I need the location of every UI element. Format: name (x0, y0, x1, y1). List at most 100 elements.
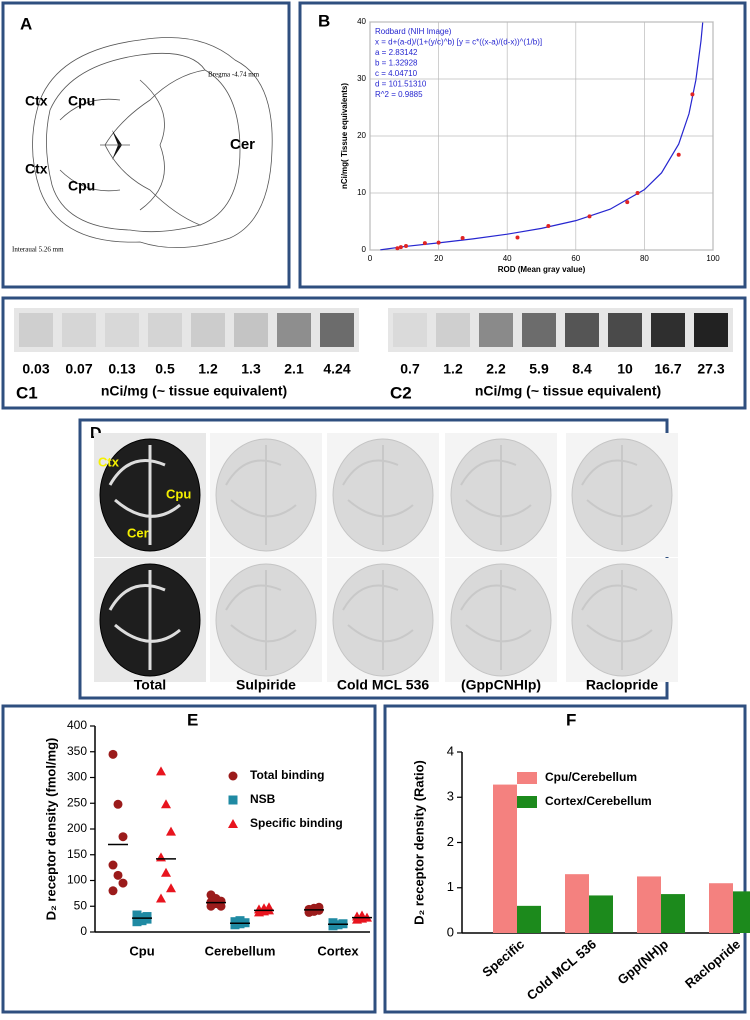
standard-square (522, 313, 556, 347)
strip-unit: nCi/mg (~ tissue equivalent) (101, 383, 287, 399)
standard-value: 10 (617, 361, 633, 377)
fit-annotation: R^2 = 0.9885 (375, 90, 423, 99)
section-detail (225, 570, 297, 670)
standard-value: 0.03 (22, 361, 49, 377)
fit-annotation: c = 4.04710 (375, 69, 418, 78)
standard-square (436, 313, 470, 347)
data-point (404, 244, 409, 249)
panel-letter: E (187, 710, 198, 729)
data-point (690, 92, 695, 97)
data-point (118, 878, 128, 888)
section-detail (460, 570, 532, 670)
x-tick-label: 60 (571, 254, 580, 263)
standard-square (62, 313, 96, 347)
data-point (625, 200, 630, 205)
standard-value: 5.9 (529, 361, 549, 377)
y-tick-label: 3 (447, 789, 454, 804)
y-tick-label: 350 (67, 744, 87, 758)
data-point (676, 152, 681, 157)
y-tick-label: 250 (67, 795, 87, 809)
standard-square (148, 313, 182, 347)
panel-a-frame (1, 1, 291, 289)
panel-f-frame (383, 704, 747, 1014)
bar (637, 876, 661, 933)
x-tick-label: Raclopride (682, 936, 743, 991)
data-point (166, 826, 176, 836)
region-label: Cer (230, 136, 255, 153)
y-tick-label: 4 (447, 743, 454, 758)
x-axis-label: ROD (Mean gray value) (498, 265, 586, 274)
column-label: Raclopride (586, 677, 659, 693)
data-point (206, 901, 216, 911)
x-tick-label: Cpu (129, 943, 154, 958)
data-point (216, 901, 226, 911)
standard-value: 0.7 (400, 361, 420, 377)
section-detail (581, 445, 653, 545)
standard-square (651, 313, 685, 347)
fit-annotation: Rodbard (NIH Image) (375, 27, 452, 36)
standard-value: 1.2 (198, 361, 218, 377)
data-point (156, 766, 166, 776)
y-axis-label: nCi/mg( Tissue equivalents) (340, 83, 349, 189)
data-point (166, 883, 176, 893)
bar (661, 894, 685, 933)
standard-square (277, 313, 311, 347)
bar (565, 874, 589, 933)
data-point (156, 852, 166, 862)
bar (517, 905, 541, 933)
standard-value: 2.2 (486, 361, 506, 377)
x-tick-label: 100 (706, 254, 720, 263)
section-detail (108, 570, 181, 670)
legend-label: Specific binding (250, 816, 343, 830)
bar (589, 895, 613, 933)
strip-unit: nCi/mg (~ tissue equivalent) (475, 383, 661, 399)
standard-square (565, 313, 599, 347)
fit-annotation: x = d+(a-d)/(1+(y/c)^b) [y = c*((x-a)/(d… (375, 38, 542, 47)
data-point (235, 916, 245, 926)
x-tick-label: 40 (503, 254, 512, 263)
fit-annotation: a = 2.83142 (375, 48, 418, 57)
y-tick-label: 40 (357, 17, 366, 26)
section-detail (108, 445, 181, 545)
x-tick-label: Cortex (317, 943, 359, 958)
column-label: (GppCNHIp) (461, 677, 541, 693)
data-point (142, 912, 152, 922)
standard-value: 0.07 (65, 361, 92, 377)
standard-value: 0.5 (155, 361, 175, 377)
standard-square (19, 313, 53, 347)
y-axis-label: D₂ receptor density (fmol/mg) (43, 738, 58, 921)
fit-annotation: b = 1.32928 (375, 59, 418, 68)
data-point (230, 917, 240, 927)
region-label: Cpu (68, 178, 95, 194)
legend-label: Cortex/Cerebellum (545, 794, 652, 808)
region-label: Ctx (98, 454, 120, 469)
standard-value: 4.24 (323, 361, 350, 377)
column-label: Cold MCL 536 (337, 677, 430, 693)
region-label: Cpu (166, 486, 191, 501)
data-point (328, 918, 338, 928)
bar (493, 784, 517, 933)
standard-square (191, 313, 225, 347)
data-point (264, 902, 274, 912)
standard-square (608, 313, 642, 347)
section-detail (581, 570, 653, 670)
y-tick-label: 30 (357, 74, 366, 83)
data-point (108, 886, 118, 896)
data-point (460, 236, 465, 241)
y-tick-label: 10 (357, 188, 366, 197)
interaural-label: Interaual 5.26 mm (12, 246, 64, 254)
legend-marker (228, 771, 238, 781)
standard-value: 1.3 (241, 361, 261, 377)
standard-value: 0.13 (108, 361, 135, 377)
x-tick-label: 20 (434, 254, 443, 263)
standard-value: 2.1 (284, 361, 304, 377)
strip-label: C2 (390, 383, 412, 402)
section-detail (460, 445, 532, 545)
region-label: Cpu (68, 93, 95, 109)
region-label: Cer (127, 525, 149, 540)
x-tick-label: 80 (640, 254, 649, 263)
data-point (132, 910, 142, 920)
section-detail (225, 445, 297, 545)
fit-annotation: d = 101.51310 (375, 80, 427, 89)
